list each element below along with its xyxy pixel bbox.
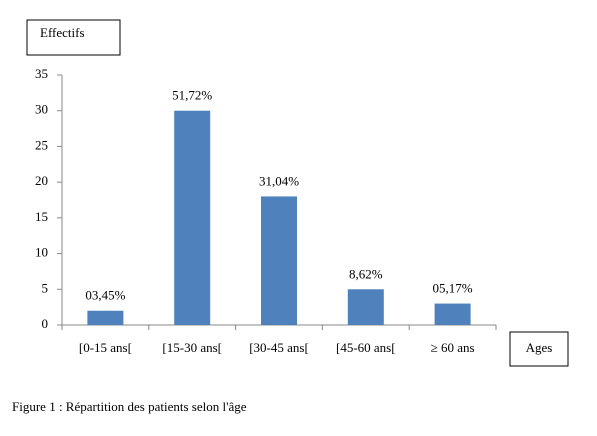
y-tick-label: 15	[35, 209, 48, 224]
bar	[87, 310, 124, 325]
y-axis-label: Effectifs	[40, 25, 85, 40]
bar	[261, 196, 297, 325]
y-tick-label: 35	[35, 66, 48, 81]
x-tick-label: [45-60 ans[	[336, 340, 396, 355]
bar-annotation: 51,72%	[172, 88, 212, 103]
y-tick-label: 30	[35, 102, 48, 117]
x-tick-label: ≥ 60 ans	[431, 340, 475, 355]
bar	[434, 303, 471, 325]
bar-annotation: 8,62%	[349, 266, 383, 281]
bar	[347, 289, 384, 325]
y-tick-label: 20	[35, 173, 48, 188]
y-tick-label: 0	[42, 316, 49, 331]
bar-annotation: 03,45%	[85, 288, 125, 303]
bar	[174, 110, 211, 325]
x-tick-label: [0-15 ans[	[79, 340, 132, 355]
x-axis-label: Ages	[526, 340, 553, 355]
x-tick-label: [30-45 ans[	[249, 340, 309, 355]
bar-annotation: 05,17%	[433, 281, 473, 296]
x-tick-label: [15-30 ans[	[162, 340, 222, 355]
y-tick-label: 5	[42, 280, 49, 295]
y-label-box	[26, 19, 121, 56]
bar-annotation: 31,04%	[259, 173, 299, 188]
y-tick-label: 25	[35, 137, 48, 152]
caption: Figure 1 : Répartition des patients selo…	[12, 399, 247, 414]
x-label-box	[509, 331, 569, 367]
y-tick-label: 10	[35, 245, 48, 260]
